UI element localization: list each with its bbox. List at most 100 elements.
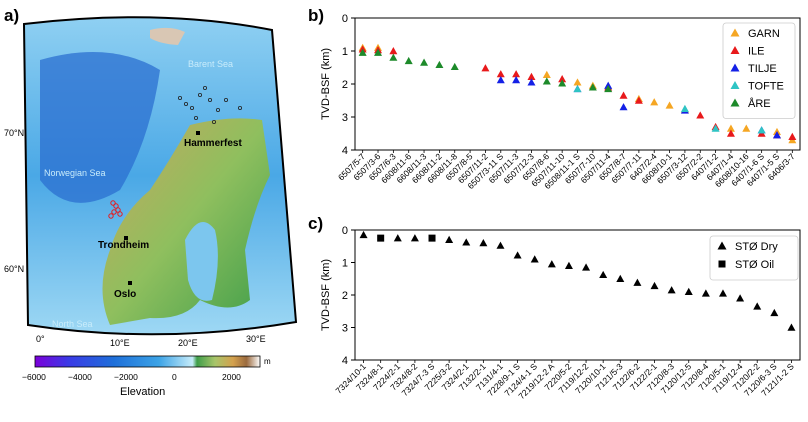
data-point-triangle [667, 286, 676, 294]
legend-box [722, 22, 796, 119]
data-point-triangle [788, 132, 797, 140]
data-point-triangle [496, 76, 505, 84]
y-tick-label: 0 [342, 225, 348, 237]
data-point-triangle [481, 64, 490, 72]
colorbar-tick-1: −4000 [68, 372, 92, 382]
data-point-square [377, 234, 385, 242]
data-point-triangle [558, 79, 567, 87]
lat-label-70: 70°N [4, 128, 24, 138]
colorbar-tick-0: −6000 [22, 372, 46, 382]
data-point-triangle [358, 48, 367, 56]
data-point-triangle [512, 70, 521, 78]
legend-marker [730, 28, 740, 37]
legend-marker [730, 98, 740, 107]
hammerfest-marker [196, 131, 200, 135]
data-point-triangle [530, 255, 539, 263]
data-point-triangle [588, 83, 597, 91]
data-point-triangle [462, 238, 471, 246]
data-point-triangle [633, 278, 642, 286]
legend-box [709, 235, 799, 281]
y-tick-label: 2 [342, 290, 348, 302]
data-point-triangle [696, 111, 705, 119]
y-tick-label: 2 [342, 79, 348, 91]
data-point-triangle [547, 260, 556, 268]
colorbar-unit: m [264, 357, 271, 366]
data-point-triangle [665, 101, 674, 109]
sea-label-barents: Barent Sea [188, 59, 233, 69]
y-tick-label: 4 [342, 145, 348, 157]
y-tick-label: 1 [342, 46, 348, 58]
y-axis-label: TVD-BSF (km) [320, 48, 332, 120]
data-point-triangle [420, 58, 429, 66]
legend-marker [730, 81, 740, 89]
data-point-triangle [542, 77, 551, 85]
legend-label: ILE [748, 46, 765, 58]
data-point-triangle [527, 72, 536, 80]
data-point-triangle [513, 251, 522, 259]
data-point-triangle [684, 287, 693, 295]
colorbar-tick-4: 2000 [222, 372, 241, 382]
data-point-triangle [582, 263, 591, 271]
data-point-triangle [787, 323, 796, 331]
data-point-triangle [619, 103, 628, 111]
lon-label-30: 30°E [246, 334, 266, 344]
svalbard [150, 27, 185, 45]
data-point-triangle [711, 124, 720, 132]
data-point-triangle [772, 131, 781, 139]
data-point-triangle [599, 270, 608, 279]
data-point-triangle [389, 53, 398, 61]
y-tick-label: 3 [342, 112, 348, 124]
data-point-triangle [726, 124, 735, 132]
colorbar [34, 355, 261, 368]
panel-label-b: b) [308, 6, 325, 25]
well-markers-norwegian-sea [108, 200, 123, 219]
colorbar-tick-3: 0 [172, 372, 177, 382]
data-point-triangle [634, 96, 643, 104]
data-point-triangle [742, 124, 751, 132]
legend-marker [718, 260, 726, 268]
data-point-triangle [753, 302, 762, 310]
data-point-triangle [680, 104, 689, 112]
lon-label-0: 0° [36, 334, 45, 344]
well-markers-barents-sea [177, 86, 242, 125]
data-point-triangle [616, 274, 625, 282]
data-point-triangle [404, 56, 413, 65]
map-panel: Barent Sea Norwegian Sea North Sea Hamme… [0, 0, 300, 417]
lon-label-10: 10°E [110, 338, 130, 348]
legend-marker [730, 63, 740, 72]
data-point-triangle [359, 230, 368, 239]
data-point-triangle [445, 235, 454, 243]
data-point-triangle [389, 47, 398, 55]
deep-basin [40, 52, 160, 203]
sea-label-north: North Sea [52, 319, 93, 329]
colorbar-tick-2: −2000 [114, 372, 138, 382]
data-point-triangle [757, 126, 766, 134]
data-point-triangle [527, 78, 536, 86]
oslo-marker [128, 281, 132, 285]
baltic-sea [185, 222, 218, 301]
data-point-triangle [604, 84, 613, 93]
lat-label-60: 60°N [4, 264, 24, 274]
legend-label: TILJE [748, 63, 777, 75]
panel-label-c: c) [308, 214, 324, 233]
legend-label: ÅRE [748, 97, 771, 110]
y-tick-label: 0 [342, 13, 348, 25]
place-label-hammerfest: Hammerfest [184, 138, 242, 149]
data-point-triangle [573, 84, 582, 93]
data-point-triangle [496, 70, 505, 78]
trondheim-marker [124, 236, 128, 240]
data-point-triangle [479, 239, 488, 247]
legend-marker [717, 241, 727, 250]
data-point-triangle [393, 234, 402, 242]
chart-c: 0 1 2 3 4 TVD-BSF (km) 7324/10-1 7324/8-1 7224/2… [305, 212, 808, 417]
data-point-triangle [450, 62, 459, 71]
y-tick-label: 4 [342, 355, 348, 367]
lon-label-20: 20°E [178, 338, 198, 348]
scandinavia-land [102, 118, 270, 325]
data-point-triangle [410, 234, 419, 242]
data-point-triangle [726, 129, 735, 137]
data-point-triangle [770, 308, 779, 317]
legend-marker [730, 46, 740, 54]
